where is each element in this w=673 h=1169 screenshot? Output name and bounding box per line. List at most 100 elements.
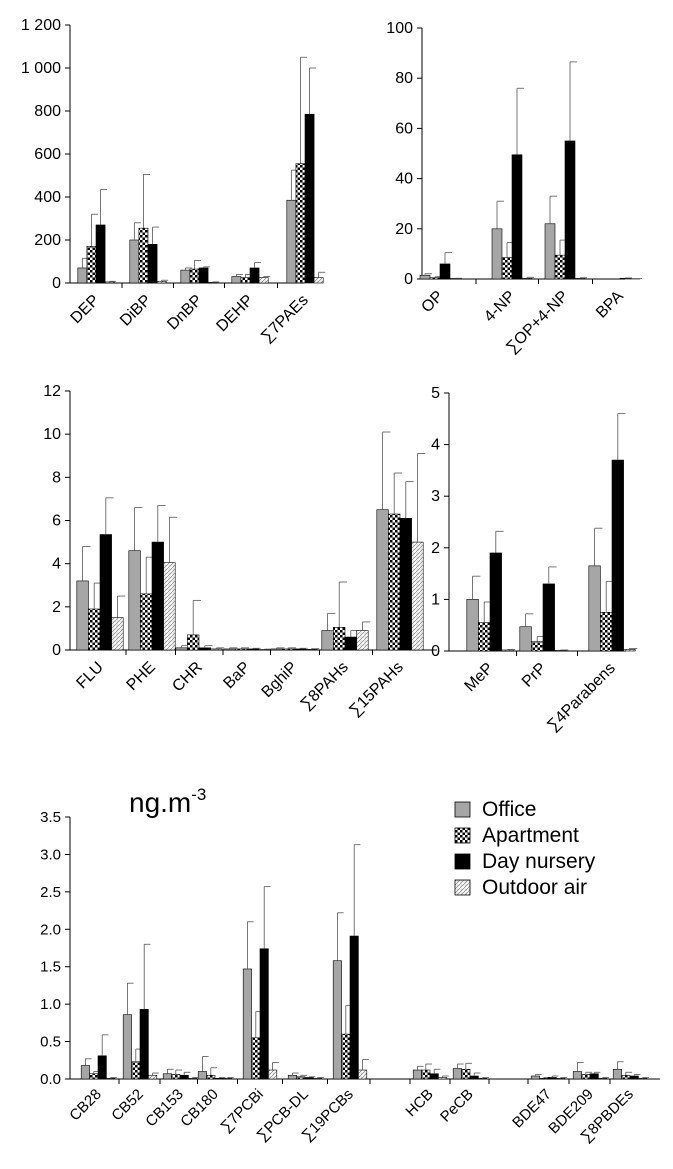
category-label: ∑8PAHs bbox=[297, 659, 351, 713]
bar-outdoor bbox=[188, 1077, 198, 1080]
y-tick-label: 400 bbox=[34, 189, 61, 206]
bar-apartment bbox=[341, 1033, 351, 1080]
bar-nursery bbox=[542, 583, 555, 652]
bar-outdoor bbox=[411, 541, 424, 651]
category-label: CB180 bbox=[177, 1086, 221, 1130]
bar-apartment bbox=[88, 608, 101, 651]
bar-office bbox=[128, 550, 141, 651]
bar-nursery bbox=[399, 518, 412, 651]
bar-outdoor bbox=[574, 277, 586, 280]
bar-office bbox=[242, 968, 252, 1080]
bar-apartment bbox=[531, 641, 544, 652]
bar-nursery bbox=[259, 948, 269, 1080]
bar-apartment bbox=[421, 1069, 431, 1080]
bar-nursery bbox=[469, 1075, 479, 1080]
y-tick-label: 6 bbox=[52, 513, 61, 530]
bar-nursery bbox=[246, 648, 259, 651]
bar-office bbox=[491, 228, 503, 280]
bar-nursery bbox=[99, 534, 112, 651]
legend-swatch-apartment bbox=[454, 827, 471, 844]
bar-office bbox=[129, 239, 140, 284]
bar-nursery bbox=[139, 1009, 149, 1080]
y-tick-label: 600 bbox=[34, 146, 61, 163]
bar-office bbox=[286, 199, 297, 284]
bar-office bbox=[412, 1069, 422, 1080]
bar-apartment bbox=[189, 268, 200, 284]
bar-apartment bbox=[478, 622, 491, 652]
category-label: BghiP bbox=[259, 659, 301, 701]
category-label: DiBP bbox=[117, 292, 155, 330]
bar-outdoor bbox=[313, 277, 324, 284]
unit-label: ng.m-3 bbox=[129, 785, 206, 818]
bar-apartment bbox=[501, 257, 513, 280]
legend: Office Apartment Day nursery Outdoor air bbox=[454, 798, 596, 899]
bar-office bbox=[419, 274, 431, 280]
y-tick-label: 4 bbox=[52, 556, 61, 573]
bar-outdoor bbox=[156, 280, 167, 284]
bar-office bbox=[530, 1075, 540, 1080]
category-label: HCB bbox=[402, 1086, 436, 1120]
legend-label-apartment: Apartment bbox=[482, 824, 579, 847]
y-tick-label: 3.0 bbox=[40, 846, 61, 863]
bar-outdoor bbox=[554, 650, 567, 652]
y-tick-label: 3.5 bbox=[40, 809, 61, 826]
category-label: BaP bbox=[220, 659, 253, 692]
bar-office bbox=[76, 580, 89, 651]
bar-outdoor bbox=[356, 630, 369, 651]
legend-label-outdoor: Outdoor air bbox=[482, 876, 587, 899]
bar-apartment bbox=[554, 254, 566, 280]
bar-apartment bbox=[333, 627, 346, 651]
bar-office bbox=[332, 960, 342, 1080]
bar-nursery bbox=[304, 1077, 314, 1080]
y-tick-label: 2.0 bbox=[40, 921, 61, 938]
bar-outdoor bbox=[358, 1069, 368, 1080]
bar-apartment bbox=[600, 611, 613, 652]
bar-apartment bbox=[89, 1073, 99, 1080]
chart-phthalates: 0 200 400 600 800 1 000 1 200 DEP DiBP DnBP DEHP ∑7… bbox=[21, 17, 326, 346]
bar-office bbox=[231, 276, 242, 284]
bar-nursery bbox=[147, 244, 158, 284]
category-label: ∑15PAHs bbox=[346, 659, 407, 720]
bar-outdoor bbox=[313, 1077, 323, 1080]
bar-outdoor bbox=[556, 1077, 566, 1080]
bar-outdoor bbox=[104, 281, 115, 284]
bar-apartment bbox=[621, 1074, 631, 1080]
bar-nursery bbox=[344, 636, 357, 651]
bar-apartment bbox=[388, 513, 401, 651]
legend-swatch-outdoor bbox=[454, 879, 471, 896]
y-tick-label: 200 bbox=[34, 232, 61, 249]
bar-office bbox=[612, 1068, 622, 1080]
bar-nursery bbox=[439, 263, 451, 280]
bar-outdoor bbox=[148, 1074, 158, 1080]
bar-nursery bbox=[249, 267, 260, 284]
bar-outdoor bbox=[268, 1069, 278, 1080]
bar-outdoor bbox=[163, 562, 176, 651]
y-tick-label: 0 bbox=[431, 643, 440, 660]
unit-exponent: -3 bbox=[191, 785, 206, 804]
bar-nursery bbox=[97, 1055, 107, 1080]
bar-outdoor bbox=[438, 1077, 448, 1080]
bar-apartment bbox=[131, 1061, 141, 1080]
bar-outdoor bbox=[305, 649, 318, 651]
bar-nursery bbox=[293, 648, 306, 651]
bar-apartment bbox=[235, 648, 248, 651]
y-tick-label: 800 bbox=[34, 103, 61, 120]
y-tick-label: 12 bbox=[43, 383, 61, 400]
bar-apartment bbox=[539, 1077, 549, 1080]
bar-nursery bbox=[511, 154, 523, 280]
bar-office bbox=[180, 269, 191, 284]
bar-nursery bbox=[589, 1073, 599, 1080]
legend-label-office: Office bbox=[482, 798, 536, 821]
bar-apartment bbox=[138, 227, 149, 284]
y-tick-label: 100 bbox=[386, 20, 413, 37]
y-tick-label: 2 bbox=[52, 599, 61, 616]
legend-label-nursery: Day nursery bbox=[482, 850, 596, 873]
category-label: FLU bbox=[73, 659, 106, 692]
category-label: CB28 bbox=[66, 1086, 105, 1125]
bar-nursery bbox=[547, 1077, 557, 1080]
y-tick-label: 1 bbox=[431, 591, 440, 608]
bar-nursery bbox=[95, 224, 106, 284]
legend-swatch-office bbox=[454, 801, 471, 818]
